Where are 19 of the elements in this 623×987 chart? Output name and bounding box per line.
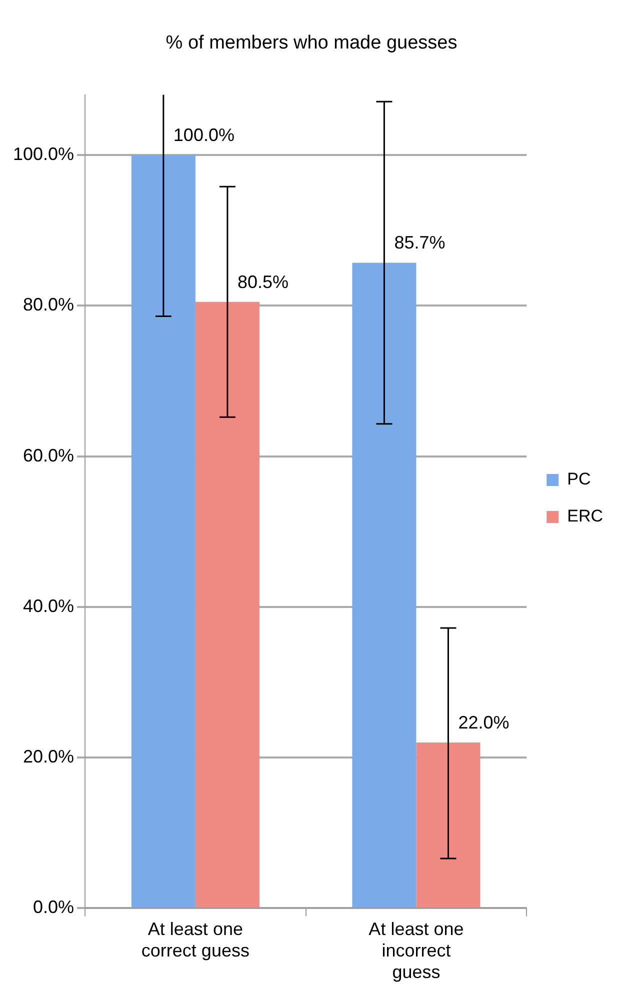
y-tick-label: 40.0% — [23, 596, 74, 616]
text: 80.5% — [237, 272, 288, 292]
legend-label: ERC — [567, 506, 604, 526]
y-tick-label: 60.0% — [23, 445, 74, 466]
y-tick-label: 80.0% — [23, 294, 74, 315]
y-tick-label: 0.0% — [33, 897, 74, 918]
x-tick-label: At least one correct guess — [141, 918, 250, 961]
bar — [352, 262, 416, 908]
chart-title: % of members who made guesses — [166, 32, 458, 54]
bar — [131, 155, 196, 908]
y-tick-label: 20.0% — [23, 746, 74, 767]
bar — [195, 302, 260, 908]
y-tick-label: 100.0% — [12, 144, 74, 164]
text: 22.0% — [458, 712, 510, 732]
x-tick-label: At least one incorrect guess — [368, 918, 464, 982]
text: 100.0% — [173, 125, 234, 146]
bar — [416, 742, 480, 908]
legend-label: PC — [567, 470, 591, 489]
text: 85.7% — [394, 232, 446, 253]
